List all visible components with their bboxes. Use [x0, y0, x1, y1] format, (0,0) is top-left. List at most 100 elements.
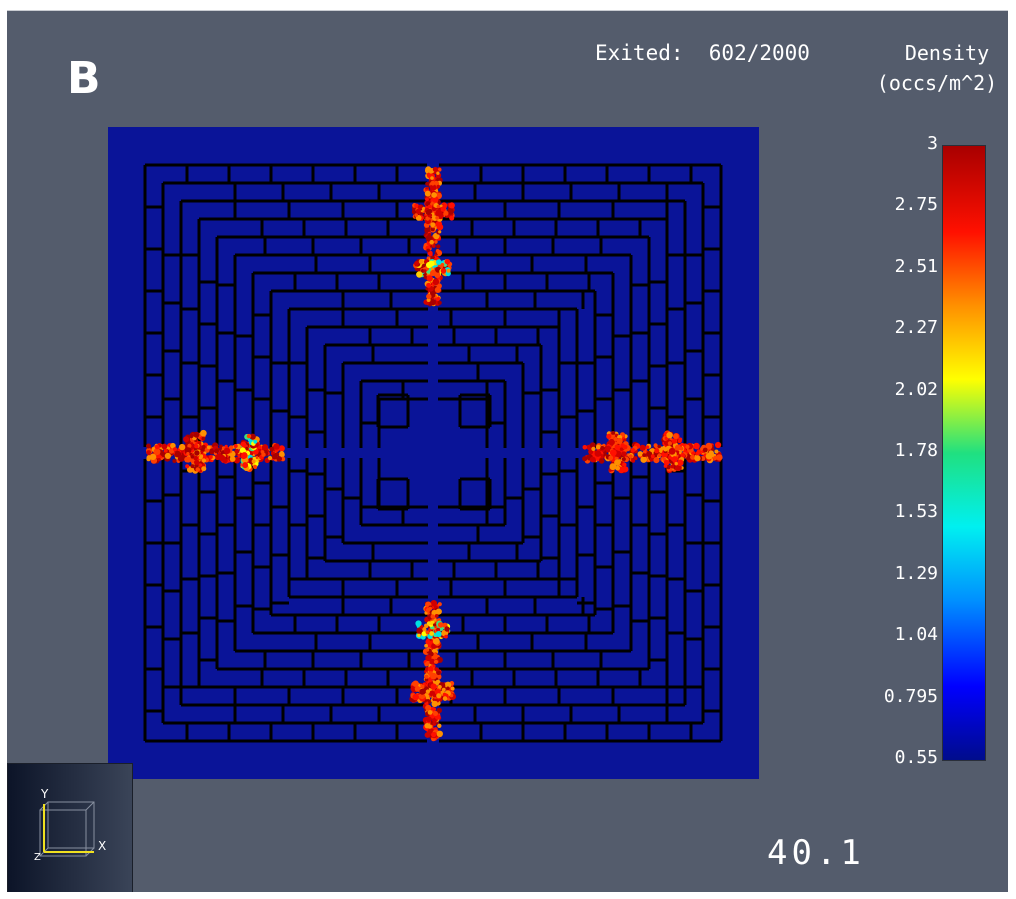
density-point	[429, 184, 437, 191]
density-point	[193, 431, 200, 438]
density-point	[432, 166, 438, 172]
density-point	[425, 654, 432, 662]
density-point	[440, 262, 445, 267]
density-point	[690, 454, 696, 460]
density-point	[242, 443, 247, 448]
density-point	[185, 464, 190, 469]
density-point	[419, 625, 424, 629]
density-point	[444, 626, 450, 632]
density-point	[674, 462, 678, 466]
density-point	[434, 240, 438, 244]
density-point	[434, 614, 439, 618]
density-point	[174, 450, 182, 458]
density-point	[198, 463, 202, 467]
density-point	[609, 463, 617, 471]
density-point	[446, 686, 450, 691]
density-point	[430, 270, 437, 277]
density-point	[443, 263, 447, 267]
density-point	[214, 448, 220, 454]
density-point	[252, 456, 256, 461]
density-point	[667, 441, 673, 446]
density-point	[278, 445, 285, 452]
density-point	[448, 202, 455, 209]
density-point	[189, 433, 194, 439]
density-point	[201, 458, 207, 463]
density-point	[715, 441, 722, 449]
density-point	[425, 197, 429, 202]
colorbar-tick-label: 1.29	[894, 562, 938, 584]
density-point	[194, 450, 200, 456]
density-point	[435, 296, 441, 301]
density-point	[426, 621, 432, 626]
density-point	[693, 442, 700, 450]
density-point	[421, 631, 427, 637]
density-point	[436, 171, 440, 175]
density-point	[449, 215, 455, 221]
colorbar-tick-label: 2.51	[894, 255, 938, 277]
density-point	[249, 433, 256, 440]
density-point	[631, 458, 636, 463]
density-point	[663, 447, 668, 452]
density-point	[233, 444, 238, 448]
density-point	[185, 456, 192, 463]
density-point	[194, 459, 200, 466]
density-point	[674, 444, 681, 451]
density-point	[170, 442, 176, 449]
density-point	[201, 436, 206, 441]
density-point	[437, 622, 444, 628]
triad-box	[39, 801, 95, 857]
density-point	[414, 213, 419, 217]
density-point	[253, 439, 258, 444]
density-point	[614, 459, 621, 466]
density-point	[279, 451, 285, 456]
colorbar-tick-label: 2.75	[894, 194, 938, 216]
density-point	[432, 707, 436, 712]
density-point	[425, 689, 430, 694]
density-point	[671, 438, 678, 444]
density-point	[172, 447, 178, 452]
density-point	[444, 681, 452, 689]
density-point	[157, 457, 161, 462]
density-point	[241, 452, 248, 459]
density-point	[437, 250, 443, 256]
density-point	[436, 223, 444, 231]
density-point	[271, 453, 278, 460]
density-point	[146, 450, 151, 455]
density-point	[163, 448, 168, 453]
y-axis-label: Y	[40, 787, 49, 801]
density-point	[425, 716, 432, 723]
density-point	[588, 449, 594, 455]
density-point	[432, 664, 436, 668]
density-point	[428, 260, 435, 267]
density-point	[436, 670, 441, 676]
density-point	[161, 443, 168, 450]
time-readout: 40.1	[767, 833, 865, 873]
density-point	[615, 450, 622, 458]
density-point	[424, 674, 429, 679]
density-point	[418, 259, 424, 264]
density-point	[260, 450, 265, 454]
density-point	[436, 693, 442, 699]
density-point	[164, 452, 171, 459]
density-point	[429, 631, 434, 636]
density-point	[412, 693, 420, 701]
colorbar-tick-label: 1.78	[894, 440, 938, 461]
density-point	[640, 456, 647, 463]
density-point	[183, 436, 190, 443]
render-viewport[interactable]: B Exited: 602/2000 Density (occs/m^2) 3 2…	[7, 10, 1008, 892]
density-point	[149, 453, 157, 460]
density-point	[432, 244, 436, 248]
density-point	[622, 462, 627, 467]
density-point	[650, 454, 655, 459]
density-point	[622, 466, 629, 473]
density-point	[608, 455, 614, 461]
colorbar-tick-label: 1.04	[894, 624, 938, 646]
density-point	[714, 449, 719, 454]
density-point	[219, 454, 226, 462]
axis-triad[interactable]: Y X Z	[7, 763, 133, 892]
density-point	[427, 724, 432, 729]
density-point	[666, 431, 673, 439]
density-point	[422, 263, 426, 268]
density-point	[645, 445, 650, 450]
density-point	[420, 684, 425, 689]
